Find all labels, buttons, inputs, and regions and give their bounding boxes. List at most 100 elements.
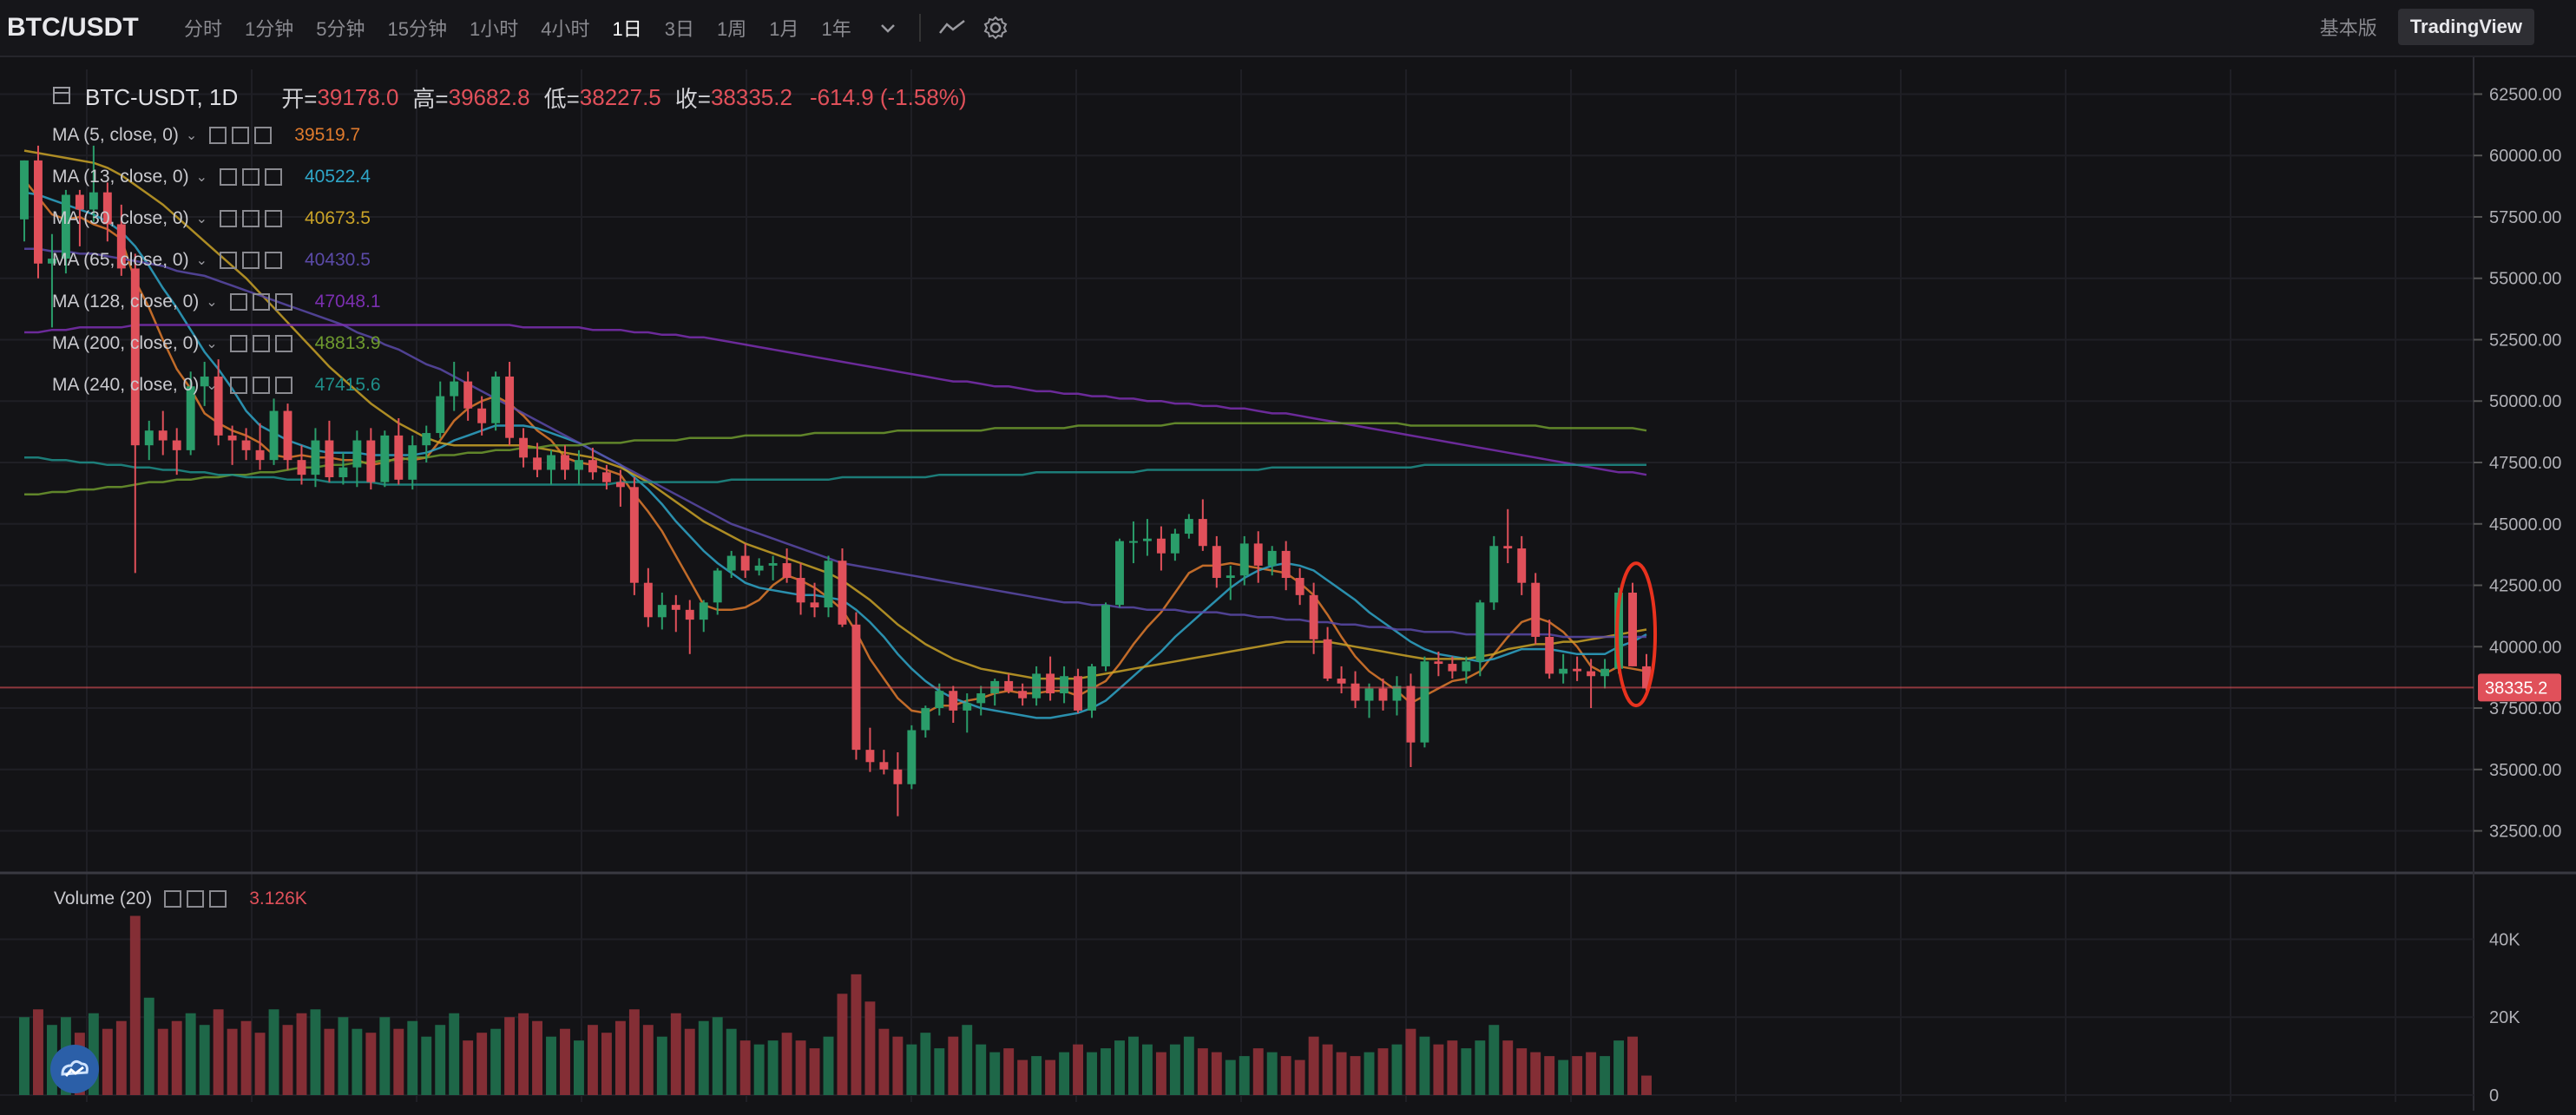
ma-remove-icon[interactable] bbox=[264, 252, 282, 269]
candle-body bbox=[1281, 550, 1291, 579]
volume-bar bbox=[698, 1020, 709, 1095]
chevron-down-icon[interactable]: ⌄ bbox=[195, 212, 207, 226]
volume-bar bbox=[1600, 1056, 1611, 1095]
volume-bar bbox=[1225, 1059, 1236, 1095]
brand-logo-icon[interactable] bbox=[50, 1045, 99, 1093]
chevron-down-icon[interactable]: ⌄ bbox=[206, 337, 218, 351]
ma-settings-icon[interactable] bbox=[241, 210, 260, 227]
tradingview-button[interactable]: TradingView bbox=[2397, 9, 2534, 45]
chart-area[interactable]: 62500.00 60000.00 57500.00 55000.00 52500.00… bbox=[0, 57, 2576, 1111]
collapse-legend-icon[interactable] bbox=[52, 84, 71, 111]
candle-body bbox=[629, 487, 639, 583]
volume-bar bbox=[1211, 1052, 1222, 1095]
ma-settings-icon[interactable] bbox=[241, 252, 260, 269]
candle-body bbox=[1198, 519, 1207, 547]
ma-settings-icon[interactable] bbox=[252, 293, 270, 311]
volume-bar bbox=[767, 1040, 779, 1095]
ma-remove-icon[interactable] bbox=[274, 377, 292, 394]
candle-body bbox=[519, 437, 529, 458]
candle-body bbox=[1350, 683, 1360, 701]
ma-settings-icon[interactable] bbox=[241, 168, 260, 186]
volume-bar bbox=[435, 1025, 446, 1095]
ma-remove-icon[interactable] bbox=[274, 335, 292, 352]
volume-bar bbox=[1128, 1036, 1139, 1095]
ma-visibility-icon[interactable] bbox=[219, 252, 237, 269]
candle-body bbox=[976, 693, 986, 704]
ma-remove-icon[interactable] bbox=[254, 127, 273, 144]
low-value: 38227.5 bbox=[579, 83, 661, 110]
volume-visibility-icon[interactable] bbox=[164, 890, 182, 908]
interval-option[interactable]: 3日 bbox=[664, 18, 694, 40]
volume-remove-icon[interactable] bbox=[209, 890, 227, 908]
candle-body bbox=[491, 376, 501, 423]
interval-option[interactable]: 1日 bbox=[612, 18, 642, 40]
ma-settings-icon[interactable] bbox=[252, 335, 270, 352]
candle-body bbox=[1642, 666, 1651, 689]
chevron-down-icon[interactable]: ⌄ bbox=[206, 378, 218, 393]
ma-remove-icon[interactable] bbox=[264, 210, 282, 227]
volume-bar bbox=[532, 1020, 542, 1095]
ma-settings-icon[interactable] bbox=[232, 127, 250, 144]
ma-value: 47048.1 bbox=[314, 292, 381, 312]
candle-body bbox=[963, 703, 972, 711]
interval-option[interactable]: 5分钟 bbox=[316, 18, 365, 40]
ma-visibility-icon[interactable] bbox=[209, 127, 227, 144]
basic-view-button[interactable]: 基本版 bbox=[2319, 17, 2377, 39]
settings-gear-icon[interactable] bbox=[978, 10, 1013, 45]
ma-name[interactable]: MA (200, close, 0) bbox=[52, 333, 200, 353]
volume-bar bbox=[1017, 1059, 1028, 1095]
candlestick-chart[interactable]: 62500.00 60000.00 57500.00 55000.00 52500.00… bbox=[0, 57, 2576, 1111]
interval-option[interactable]: 分时 bbox=[184, 18, 223, 40]
chevron-down-icon[interactable] bbox=[871, 10, 905, 45]
interval-option[interactable]: 4小时 bbox=[541, 18, 590, 40]
volume-bar bbox=[1530, 1052, 1541, 1095]
ma-visibility-icon[interactable] bbox=[229, 293, 247, 311]
interval-option[interactable]: 1小时 bbox=[470, 18, 519, 40]
price-tick-label: 52500.00 bbox=[2489, 331, 2561, 350]
chevron-down-icon[interactable]: ⌄ bbox=[206, 295, 218, 310]
volume-bar bbox=[379, 1017, 391, 1095]
ma-visibility-icon[interactable] bbox=[229, 377, 247, 394]
chevron-down-icon[interactable]: ⌄ bbox=[195, 253, 207, 268]
chevron-down-icon[interactable]: ⌄ bbox=[185, 128, 198, 143]
ma-name[interactable]: MA (5, close, 0) bbox=[52, 125, 179, 145]
candle-body bbox=[907, 730, 917, 784]
ma-remove-icon[interactable] bbox=[264, 168, 282, 186]
ma-settings-icon[interactable] bbox=[252, 377, 270, 394]
legend-symbol[interactable]: BTC-USDT, 1D bbox=[85, 83, 239, 110]
interval-option[interactable]: 15分钟 bbox=[387, 18, 447, 40]
volume-bar bbox=[628, 1009, 640, 1095]
volume-bar bbox=[282, 1025, 293, 1095]
interval-option[interactable]: 1分钟 bbox=[245, 18, 294, 40]
ma-name[interactable]: MA (65, close, 0) bbox=[52, 250, 189, 270]
chart-type-line-icon[interactable] bbox=[935, 10, 969, 45]
interval-option[interactable]: 1年 bbox=[821, 18, 851, 40]
interval-option[interactable]: 1周 bbox=[717, 18, 747, 40]
ma-remove-icon[interactable] bbox=[274, 293, 292, 311]
chevron-down-icon[interactable]: ⌄ bbox=[195, 170, 207, 185]
interval-option[interactable]: 1月 bbox=[769, 18, 799, 40]
volume-bar bbox=[393, 1028, 404, 1095]
volume-bar bbox=[1419, 1036, 1430, 1095]
volume-bar bbox=[1059, 1052, 1070, 1095]
candle-body bbox=[1170, 534, 1180, 554]
ma-name[interactable]: MA (240, close, 0) bbox=[52, 375, 200, 395]
ma-name[interactable]: MA (128, close, 0) bbox=[52, 292, 200, 312]
ma-visibility-icon[interactable] bbox=[219, 168, 237, 186]
symbol-title[interactable]: BTC/USDT bbox=[7, 13, 139, 42]
ma-name[interactable]: MA (13, close, 0) bbox=[52, 167, 189, 187]
volume-bar bbox=[906, 1044, 917, 1095]
candle-body bbox=[601, 472, 611, 482]
volume-label[interactable]: Volume (20) bbox=[54, 889, 153, 908]
ma-name[interactable]: MA (30, close, 0) bbox=[52, 208, 189, 228]
volume-bar bbox=[837, 994, 848, 1095]
ma-legend-list: MA (5, close, 0) ⌄ 39519.7 MA (13, close, 0… bbox=[52, 115, 972, 406]
volume-bar bbox=[976, 1044, 987, 1095]
candle-body bbox=[1018, 691, 1028, 699]
ma-visibility-icon[interactable] bbox=[219, 210, 237, 227]
volume-bar bbox=[795, 1040, 806, 1095]
volume-tick-label: 20K bbox=[2489, 1008, 2520, 1027]
volume-bar bbox=[1502, 1040, 1514, 1095]
ma-visibility-icon[interactable] bbox=[229, 335, 247, 352]
volume-settings-icon[interactable] bbox=[187, 890, 205, 908]
